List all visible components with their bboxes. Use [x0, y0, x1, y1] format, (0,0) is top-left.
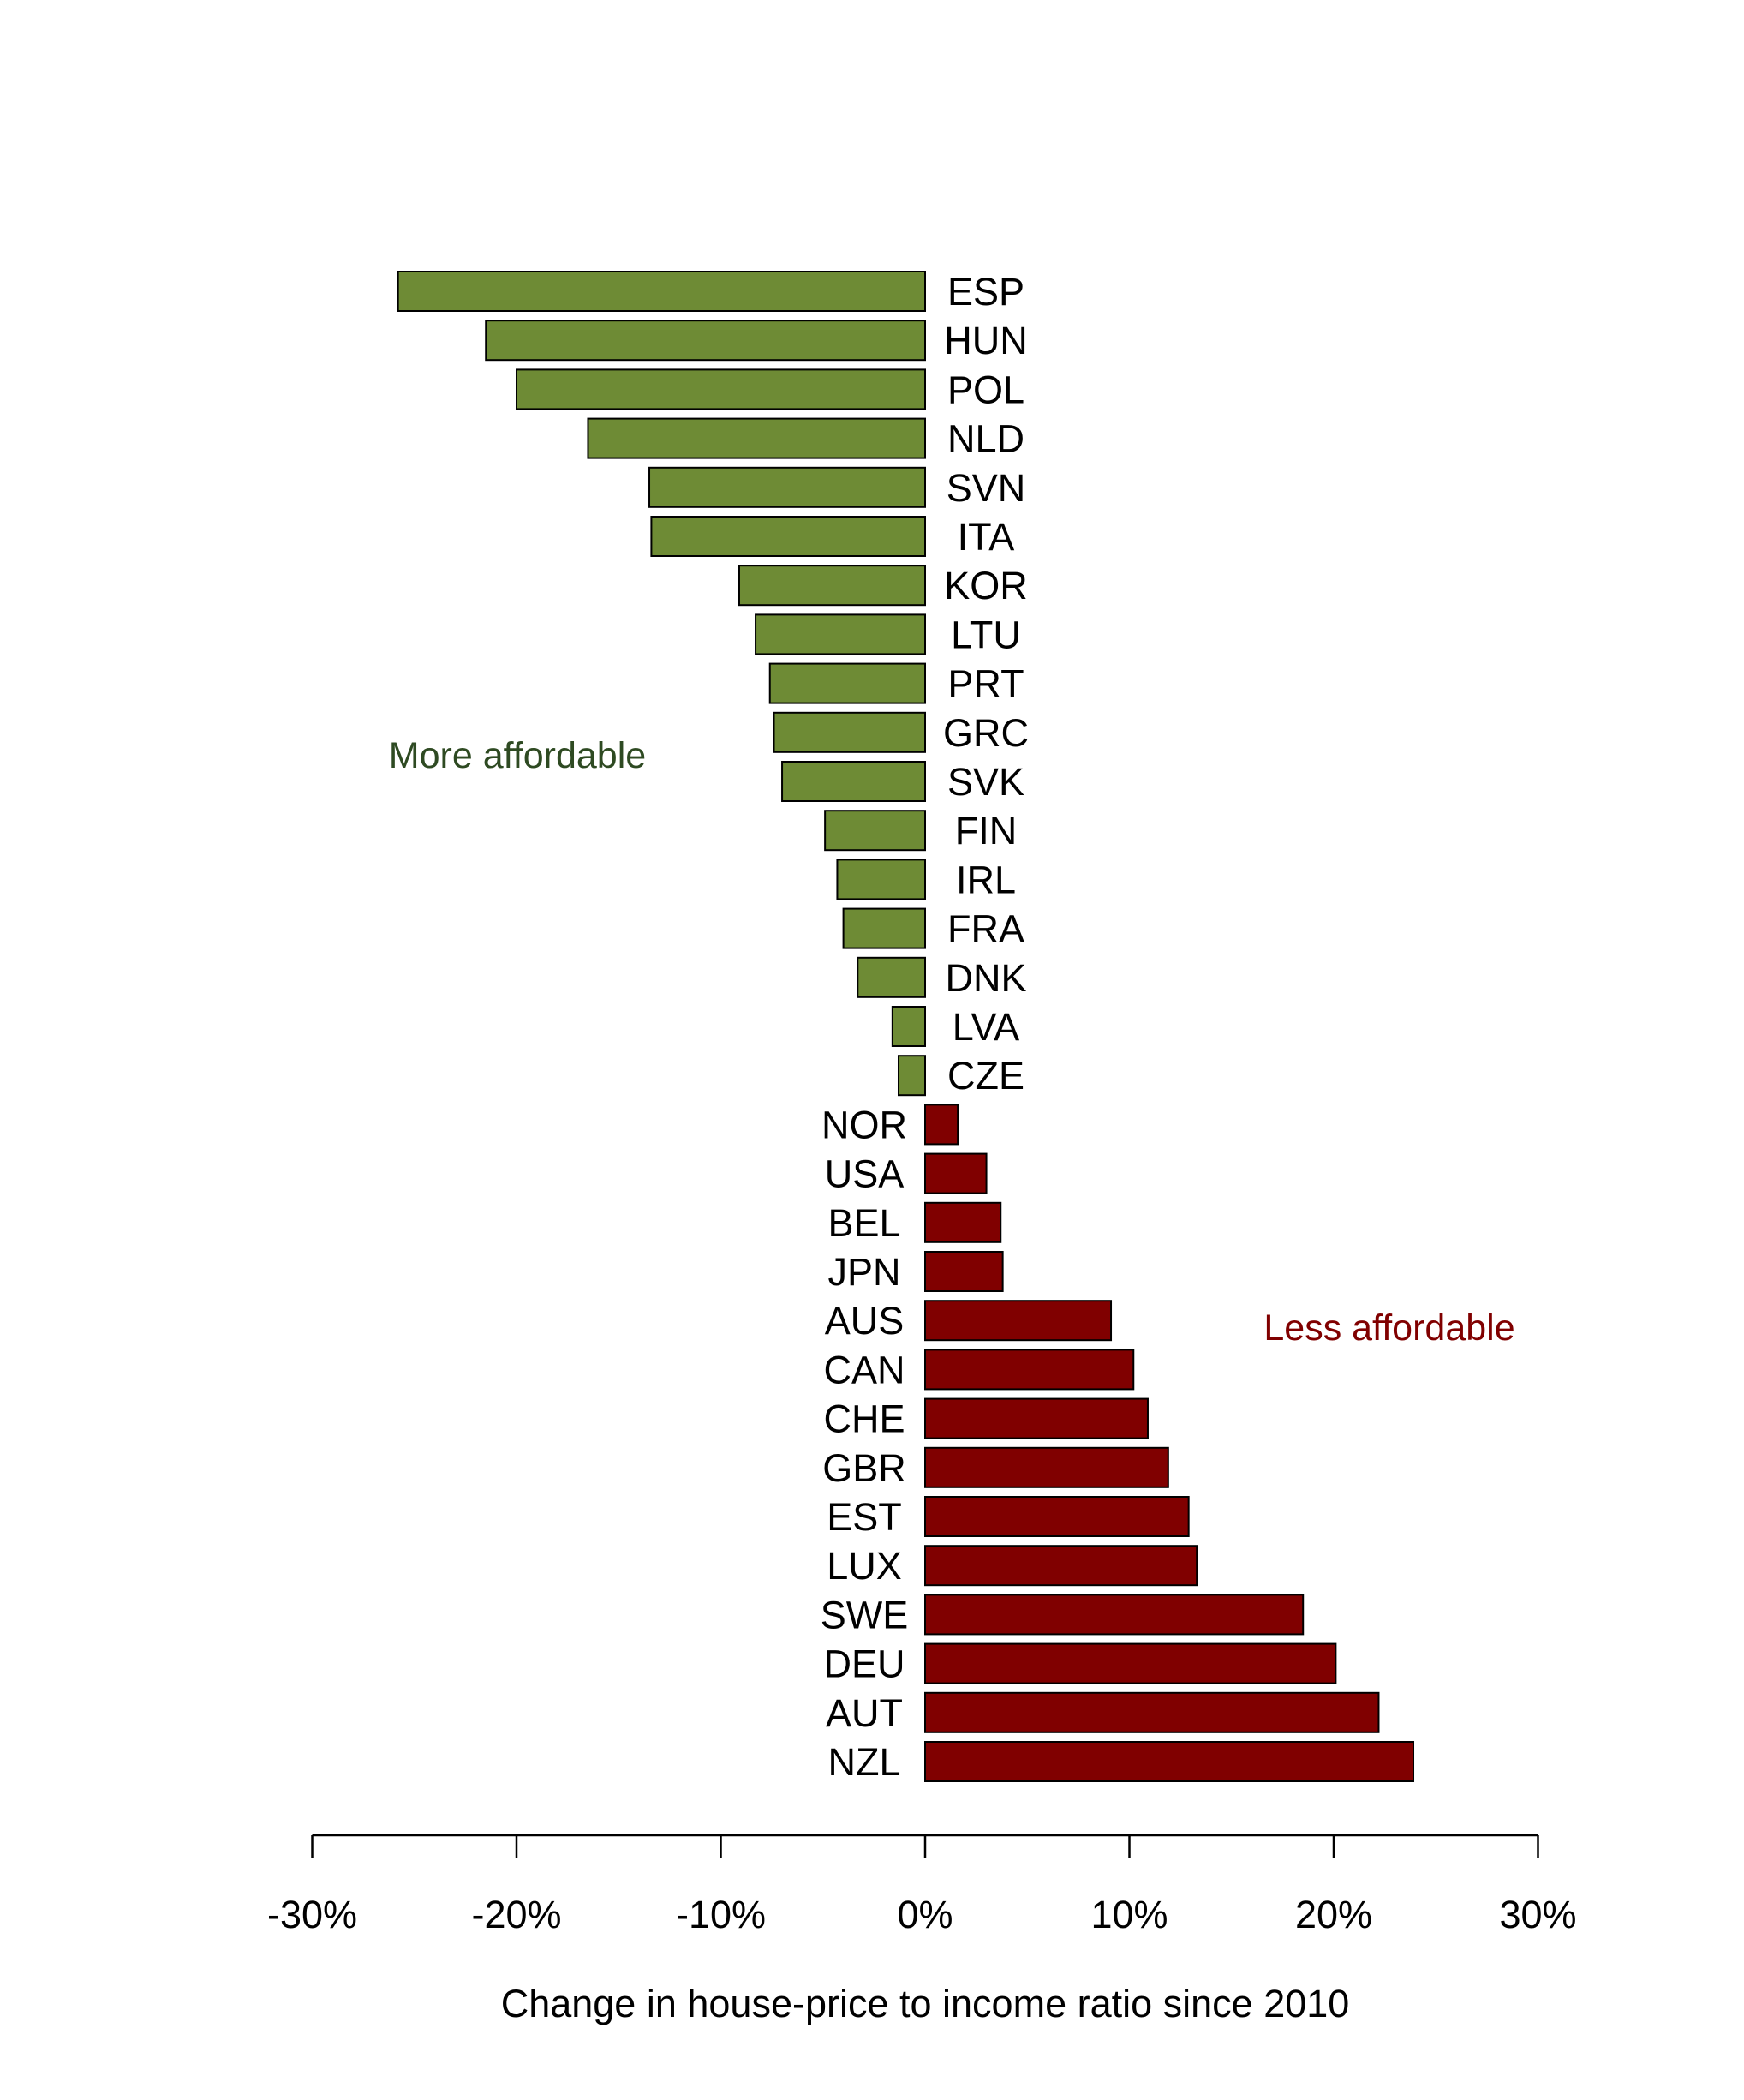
bar-svn: [648, 466, 927, 508]
category-label-nzl: NZL: [827, 1740, 900, 1784]
category-label-prt: PRT: [947, 662, 1024, 706]
bar-gbr: [924, 1446, 1169, 1488]
bar-deu: [924, 1642, 1337, 1684]
category-label-ltu: LTU: [951, 613, 1021, 656]
category-label-lux: LUX: [827, 1544, 902, 1588]
bar-ita: [650, 516, 926, 557]
bar-lux: [924, 1545, 1198, 1587]
bar-aut: [924, 1691, 1380, 1733]
bar-swe: [924, 1594, 1305, 1636]
category-label-lva: LVA: [953, 1005, 1019, 1049]
category-label-svn: SVN: [947, 466, 1026, 510]
category-label-nor: NOR: [821, 1103, 907, 1146]
x-axis: -30% -20% -10% 0% 10% 20% 30%: [267, 1834, 1577, 1936]
category-label-kor: KOR: [944, 564, 1028, 607]
bar-lva: [891, 1006, 926, 1047]
x-tick-label: 10%: [1090, 1893, 1168, 1936]
category-labels-layer: ESP HUN POL NLD SVN ITA KOR LTU PRT GRC SVK FIN IRL F…: [821, 270, 1029, 1784]
bar-esp: [397, 271, 927, 312]
category-label-aut: AUT: [826, 1691, 903, 1735]
x-tick-label: -30%: [267, 1893, 357, 1936]
bar-nzl: [924, 1741, 1415, 1782]
category-label-aus: AUS: [825, 1299, 905, 1343]
bar-svk: [781, 761, 926, 802]
x-tick-label: 20%: [1295, 1893, 1372, 1936]
bar-dnk: [857, 956, 926, 998]
category-label-usa: USA: [825, 1152, 905, 1196]
bar-fin: [824, 810, 927, 852]
category-label-pol: POL: [947, 368, 1024, 411]
x-tick-label: 0%: [897, 1893, 953, 1936]
bar-fra: [842, 907, 926, 949]
bar-hun: [485, 320, 926, 362]
annotation-more-affordable: More affordable: [389, 735, 646, 776]
category-label-dnk: DNK: [945, 956, 1026, 1000]
bar-jpn: [924, 1251, 1004, 1292]
bar-kor: [738, 565, 927, 607]
bar-irl: [836, 859, 927, 900]
bar-che: [924, 1397, 1149, 1439]
bar-nor: [924, 1104, 959, 1146]
category-label-can: CAN: [823, 1348, 905, 1391]
x-axis-title: Change in house-price to income ratio si…: [501, 1982, 1350, 2025]
category-label-gbr: GBR: [822, 1446, 906, 1490]
bar-bel: [924, 1201, 1002, 1243]
bar-nld: [587, 417, 926, 459]
category-label-irl: IRL: [956, 858, 1016, 901]
category-label-che: CHE: [823, 1397, 905, 1441]
category-label-grc: GRC: [943, 711, 1029, 755]
x-tick-label: -20%: [471, 1893, 561, 1936]
category-label-bel: BEL: [827, 1201, 900, 1245]
bar-est: [924, 1496, 1190, 1537]
category-label-nld: NLD: [947, 417, 1024, 461]
x-tick-label: -10%: [676, 1893, 766, 1936]
category-label-cze: CZE: [947, 1054, 1024, 1098]
bar-can: [924, 1349, 1135, 1391]
category-label-esp: ESP: [947, 270, 1024, 314]
category-label-svk: SVK: [947, 760, 1024, 804]
bar-aus: [924, 1300, 1113, 1342]
category-label-deu: DEU: [823, 1642, 905, 1686]
x-tick-label: 30%: [1499, 1893, 1576, 1936]
bar-usa: [924, 1152, 988, 1194]
annotation-less-affordable: Less affordable: [1263, 1307, 1514, 1349]
bar-grc: [773, 711, 927, 753]
category-label-swe: SWE: [821, 1593, 909, 1636]
bar-ltu: [755, 613, 926, 655]
bars-layer: [397, 271, 1415, 1782]
category-label-fin: FIN: [955, 809, 1018, 853]
category-label-jpn: JPN: [827, 1250, 900, 1294]
category-label-fra: FRA: [947, 907, 1024, 951]
bar-pol: [516, 368, 926, 410]
category-label-est: EST: [827, 1495, 902, 1539]
bar-prt: [768, 662, 926, 704]
category-label-ita: ITA: [958, 515, 1015, 559]
category-label-hun: HUN: [944, 319, 1028, 362]
bar-cze: [897, 1055, 926, 1097]
